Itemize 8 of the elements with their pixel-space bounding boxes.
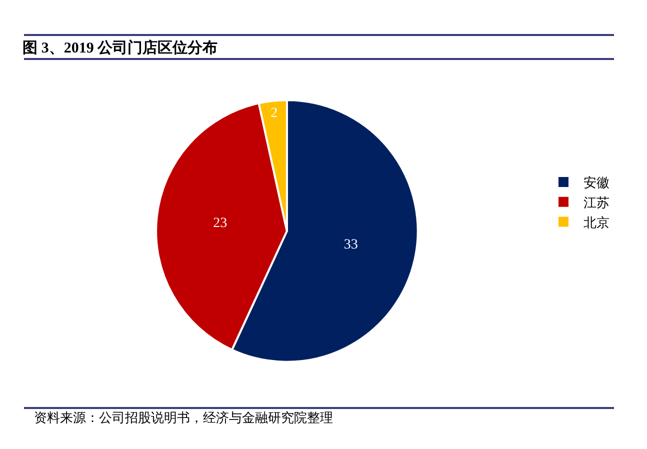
chart-title: 图 3、2019 公司门店区位分布 (22, 38, 218, 56)
data-label: 2 (270, 106, 278, 122)
legend-label: 北京 (583, 214, 610, 230)
legend-label: 江苏 (583, 194, 610, 210)
legend-label: 安徽 (583, 175, 610, 190)
data-label: 33 (344, 238, 358, 253)
text: 资料来源：公司招股说明书，经济与金融研究院整理 (34, 410, 333, 425)
data-label: 23 (213, 216, 228, 232)
